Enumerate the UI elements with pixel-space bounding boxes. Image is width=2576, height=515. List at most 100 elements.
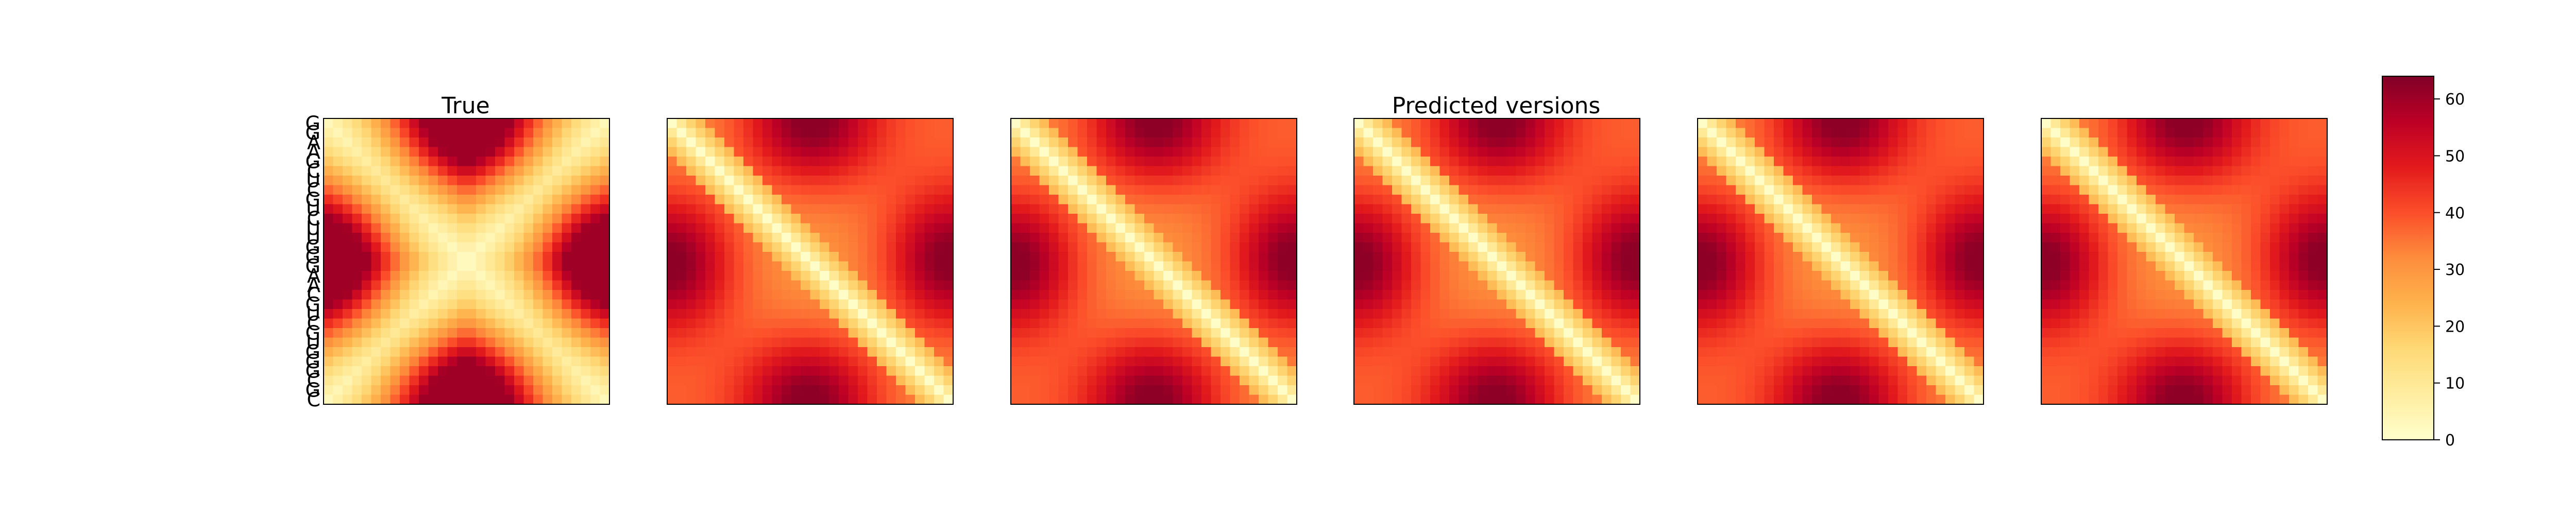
heatmap-cell [343,128,353,138]
heatmap-cell [1382,128,1393,138]
heatmap-cell [1545,233,1555,243]
heatmap-cell [1840,242,1851,252]
heatmap-cell [1698,204,1708,214]
heatmap-cell [543,290,553,300]
heatmap-cell [1192,242,1202,252]
heatmap-cell [915,271,925,281]
heatmap-cell [1573,271,1583,281]
heatmap-cell [409,375,419,386]
heatmap-cell [1955,128,1965,138]
heatmap-cell [1401,290,1412,300]
heatmap-cell [352,185,362,195]
heatmap-cell [1859,214,1870,224]
heatmap-cell [1154,138,1164,148]
heatmap-cell [514,337,524,348]
heatmap-cell [1726,128,1736,138]
heatmap-cell [1573,176,1583,186]
heatmap-cell [1049,337,1059,348]
heatmap-cell [2127,166,2137,176]
heatmap-cell [1459,252,1469,262]
heatmap-cell [1030,233,1040,243]
heatmap-cell [1840,128,1851,138]
heatmap-cell [1411,366,1421,376]
heatmap-cell [1831,261,1841,271]
heatmap-cell [590,318,601,329]
heatmap-cell [1487,242,1498,252]
heatmap-cell [1039,280,1049,290]
heatmap-cell [600,128,610,138]
heatmap-cell [1840,214,1851,224]
heatmap-cell [1621,261,1631,271]
heatmap-cell [1974,299,1984,310]
heatmap-cell [715,233,725,243]
heatmap-cell [1974,223,1984,233]
panel-frame [323,118,610,405]
heatmap-cell [2270,157,2280,167]
heatmap-cell [1736,166,1746,176]
heatmap-cell [1068,375,1078,386]
heatmap-cell [571,128,582,138]
heatmap-cell [715,299,725,310]
heatmap-cell [724,233,735,243]
heatmap-cell [485,347,496,357]
heatmap-cell [2175,118,2185,129]
heatmap-cell [333,147,343,157]
heatmap-cell [466,271,477,281]
heatmap-cell [877,195,887,205]
heatmap-cell [1163,366,1174,376]
heatmap-cell [343,118,353,129]
heatmap-cell [858,328,868,338]
heatmap-cell [1583,356,1593,367]
heatmap-cell [343,309,353,319]
heatmap-cell [1287,366,1297,376]
heatmap-cell [1411,290,1421,300]
heatmap-cell [1373,252,1383,262]
heatmap-cell [1077,328,1088,338]
heatmap-cell [839,261,849,271]
heatmap-cell [753,385,763,396]
heatmap-cell [1888,252,1899,262]
heatmap-cell [2127,185,2137,195]
heatmap-cell [571,204,582,214]
heatmap-cell [1487,157,1498,167]
heatmap-cell [1192,356,1202,367]
heatmap-cell [1526,185,1536,195]
heatmap-cell [1859,318,1870,329]
heatmap-cell [772,176,782,186]
heatmap-cell [1516,176,1526,186]
heatmap-cell [905,176,916,186]
heatmap-cell [600,118,610,129]
heatmap-cell [1955,290,1965,300]
heatmap-cell [1182,366,1193,376]
heatmap-cell [1621,166,1631,176]
heatmap-cell [1401,176,1412,186]
heatmap-cell [1717,280,1727,290]
heatmap-cell [1945,157,1956,167]
heatmap-cell [705,147,716,157]
heatmap-cell [1964,385,1975,396]
heatmap-cell [1430,385,1440,396]
heatmap-cell [1516,242,1526,252]
heatmap-cell [1125,299,1136,310]
heatmap-cell [676,147,687,157]
heatmap-cell [1211,118,1221,129]
heatmap-cell [1106,337,1116,348]
heatmap-cell [2165,185,2175,195]
heatmap-cell [1030,261,1040,271]
heatmap-cell [1240,223,1250,233]
heatmap-cell [476,347,486,357]
heatmap-cell [447,375,457,386]
heatmap-cell [1011,328,1021,338]
heatmap-cell [1392,128,1402,138]
heatmap-cell [1545,356,1555,367]
heatmap-cell [1230,214,1240,224]
heatmap-cell [1859,166,1870,176]
heatmap-cell [667,394,677,405]
heatmap-cell [1630,166,1640,176]
heatmap-cell [753,299,763,310]
heatmap-cell [1182,271,1193,281]
heatmap-cell [1373,242,1383,252]
heatmap-cell [428,347,438,357]
heatmap-cell [782,204,792,214]
heatmap-cell [1936,261,1946,271]
